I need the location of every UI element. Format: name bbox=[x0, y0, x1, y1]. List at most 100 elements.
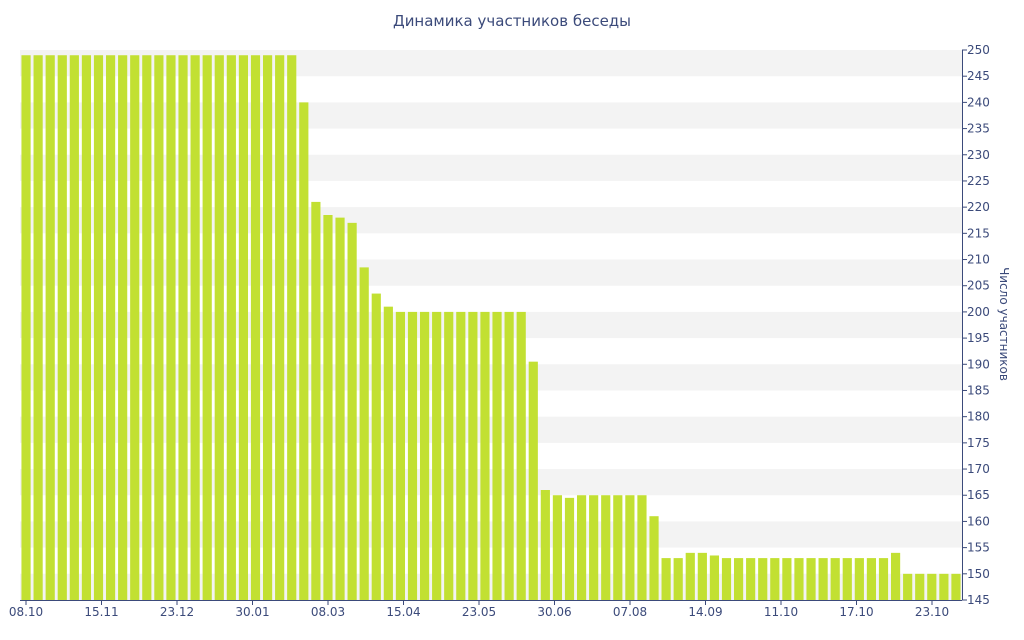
y-tick-label: 205 bbox=[967, 279, 990, 293]
y-tick-label: 170 bbox=[967, 462, 990, 476]
bar bbox=[226, 55, 236, 600]
bar bbox=[709, 555, 720, 600]
bar bbox=[311, 201, 321, 600]
y-tick-label: 225 bbox=[967, 174, 990, 188]
bar bbox=[480, 311, 490, 600]
y-tick-label: 190 bbox=[967, 357, 990, 371]
bar bbox=[371, 293, 381, 600]
y-tick-label: 220 bbox=[967, 200, 990, 214]
x-tick-label: 23.12 bbox=[160, 605, 194, 619]
bar bbox=[625, 495, 635, 600]
y-tick-label: 185 bbox=[967, 383, 990, 397]
bar bbox=[697, 552, 707, 600]
bar bbox=[794, 558, 804, 600]
x-tick-label: 15.11 bbox=[84, 605, 118, 619]
bar bbox=[661, 558, 671, 600]
bar bbox=[613, 495, 623, 600]
grid-band bbox=[20, 259, 962, 286]
x-tick-label: 08.03 bbox=[311, 605, 345, 619]
y-tick-label: 230 bbox=[967, 148, 990, 162]
bar bbox=[746, 558, 756, 600]
y-tick-label: 145 bbox=[967, 593, 990, 607]
bar bbox=[202, 55, 212, 600]
bar bbox=[262, 55, 273, 600]
y-tick-label: 250 bbox=[967, 43, 990, 57]
bar bbox=[890, 552, 901, 600]
bar bbox=[806, 558, 816, 600]
bar bbox=[190, 55, 200, 600]
bar bbox=[21, 55, 31, 600]
bar bbox=[335, 217, 345, 600]
chart-title: Динамика участников беседы bbox=[392, 12, 632, 30]
bar bbox=[564, 497, 575, 600]
bar bbox=[250, 55, 261, 600]
bar bbox=[93, 55, 104, 600]
bar bbox=[456, 311, 466, 600]
bar bbox=[866, 558, 877, 600]
x-tick-label: 11.10 bbox=[764, 605, 798, 619]
x-tick-label: 17.10 bbox=[839, 605, 873, 619]
bar bbox=[166, 55, 176, 600]
grid-band bbox=[20, 416, 962, 443]
bar bbox=[105, 55, 116, 600]
bar bbox=[601, 495, 611, 600]
bar bbox=[492, 311, 502, 600]
y-tick-label: 180 bbox=[967, 410, 990, 424]
bar bbox=[589, 495, 599, 600]
bar bbox=[673, 558, 683, 600]
bar bbox=[81, 55, 92, 600]
bar bbox=[758, 558, 768, 600]
bar bbox=[637, 495, 647, 600]
grid-band bbox=[20, 521, 962, 548]
grid-band bbox=[20, 154, 962, 181]
y-tick-label: 160 bbox=[967, 514, 990, 528]
y-axis-label: Число участников bbox=[997, 267, 1011, 381]
bar bbox=[540, 490, 550, 600]
bar bbox=[552, 495, 563, 600]
y-ticks: 145 150 155 160 165 170 175 180 185 190 195 200 205 2… bbox=[962, 43, 990, 607]
bar bbox=[275, 55, 285, 600]
bar bbox=[323, 215, 333, 600]
y-tick-label: 240 bbox=[967, 95, 990, 109]
x-tick-label: 14.09 bbox=[688, 605, 722, 619]
bar bbox=[214, 55, 224, 600]
y-tick-label: 195 bbox=[967, 331, 990, 345]
bar bbox=[576, 495, 587, 600]
y-tick-label: 200 bbox=[967, 305, 990, 319]
bar bbox=[927, 573, 937, 600]
x-tick-label: 23.05 bbox=[462, 605, 496, 619]
bar bbox=[951, 573, 961, 600]
grid-band bbox=[20, 469, 962, 496]
y-tick-label: 150 bbox=[967, 567, 990, 581]
bar bbox=[830, 558, 840, 600]
grid-band bbox=[20, 311, 962, 339]
x-tick-label: 30.06 bbox=[537, 605, 571, 619]
x-tick-label: 30.01 bbox=[235, 605, 269, 619]
bar bbox=[939, 573, 949, 600]
bar bbox=[383, 306, 393, 600]
bar bbox=[178, 55, 188, 600]
grid-band bbox=[20, 207, 962, 234]
bar bbox=[407, 311, 418, 600]
bar bbox=[432, 311, 442, 600]
y-tick-label: 175 bbox=[967, 436, 990, 450]
bar bbox=[395, 311, 406, 600]
bar bbox=[118, 55, 128, 600]
grid-band bbox=[20, 102, 962, 129]
bar bbox=[878, 558, 889, 600]
bars bbox=[21, 55, 961, 600]
bar bbox=[238, 55, 249, 600]
x-tick-label: 07.08 bbox=[613, 605, 647, 619]
bar bbox=[504, 311, 514, 600]
y-tick-label: 215 bbox=[967, 226, 990, 240]
bar bbox=[299, 102, 309, 600]
bar bbox=[33, 55, 43, 600]
bar bbox=[854, 558, 864, 600]
bar bbox=[287, 55, 297, 600]
bar bbox=[903, 573, 913, 600]
bar bbox=[359, 267, 369, 600]
x-ticks: 08.10 15.11 23.12 30.01 08.03 15.04 23.05 30.06… bbox=[9, 600, 949, 619]
bar bbox=[685, 552, 695, 600]
grid-band bbox=[20, 573, 962, 600]
